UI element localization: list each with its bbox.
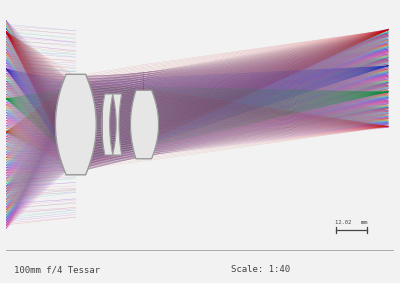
Text: 12.02   mm: 12.02 mm: [335, 220, 368, 225]
Polygon shape: [102, 94, 113, 155]
Polygon shape: [56, 74, 96, 175]
Polygon shape: [56, 74, 96, 175]
Polygon shape: [130, 90, 158, 159]
Polygon shape: [113, 94, 122, 155]
Polygon shape: [113, 94, 122, 155]
Polygon shape: [102, 94, 113, 155]
Text: Scale: 1:40: Scale: 1:40: [231, 265, 290, 275]
Polygon shape: [130, 90, 158, 159]
Text: 100mm f/4 Tessar: 100mm f/4 Tessar: [14, 265, 100, 275]
